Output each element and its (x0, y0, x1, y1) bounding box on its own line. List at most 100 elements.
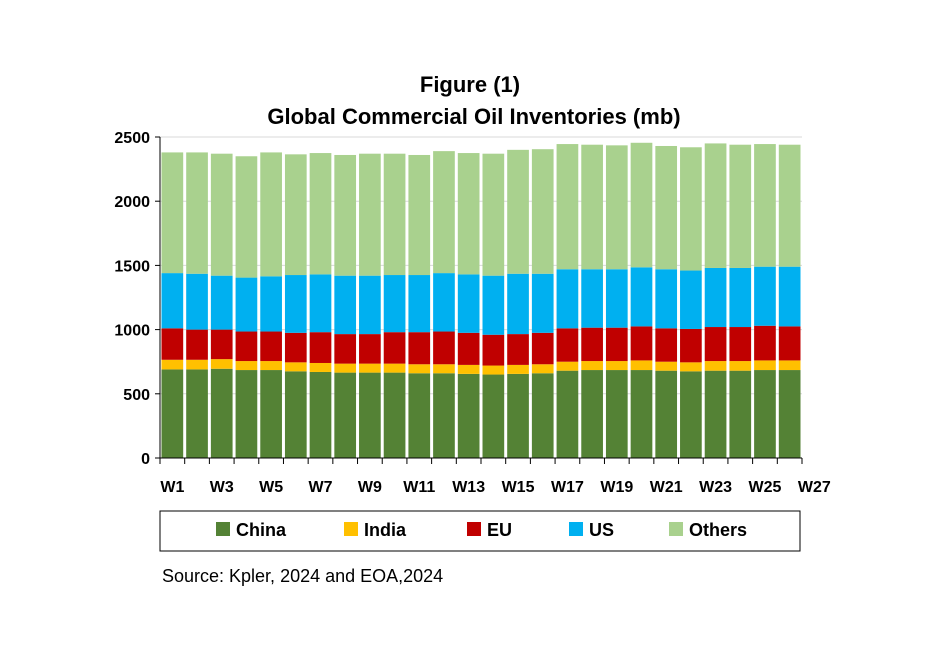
bars (161, 142, 801, 458)
bar-eu-w19 (605, 327, 628, 362)
bar-india-w8 (334, 363, 357, 373)
bar-us-w5 (260, 276, 282, 332)
legend-label-china: China (236, 520, 287, 540)
bar-china-w12 (433, 373, 455, 458)
x-tick-label: W9 (358, 479, 382, 496)
bar-us-w10 (383, 275, 406, 333)
bar-china-w10 (383, 372, 406, 458)
y-tick-label: 2500 (114, 130, 150, 147)
bar-china-w5 (260, 370, 282, 458)
bar-us-w17 (556, 269, 579, 329)
bar-india-w12 (433, 364, 455, 374)
legend-swatch-us (569, 522, 583, 536)
bar-india-w19 (605, 361, 628, 371)
bar-india-w16 (531, 364, 554, 374)
y-tick-labels: 0 500 1000 1500 2000 2500 (114, 130, 150, 468)
bar-eu-w11 (408, 332, 431, 365)
bar-china-w23 (704, 370, 727, 458)
bar-us-w14 (482, 275, 505, 335)
bar-others-w1 (161, 152, 184, 274)
bar-us-w9 (359, 275, 381, 335)
bar-china-w11 (408, 373, 431, 458)
bar-us-w26 (778, 266, 801, 327)
bar-others-w21 (655, 145, 678, 270)
bar-others-w12 (433, 151, 455, 274)
bar-others-w2 (186, 152, 208, 274)
bar-us-w15 (507, 273, 529, 335)
bar-eu-w8 (334, 334, 357, 364)
bar-us-w22 (680, 270, 702, 329)
x-tick-label: W7 (309, 479, 333, 496)
bar-india-w5 (260, 361, 282, 371)
bar-us-w25 (754, 266, 776, 326)
bar-china-w24 (729, 370, 752, 458)
bar-india-w17 (556, 361, 579, 371)
bar-others-w8 (334, 154, 357, 276)
bar-china-w16 (531, 373, 554, 458)
bar-eu-w17 (556, 328, 579, 362)
bar-india-w3 (210, 359, 233, 369)
legend-swatch-others (669, 522, 683, 536)
legend-label-us: US (589, 520, 614, 540)
chart-subtitle: Global Commercial Oil Inventories (mb) (267, 104, 680, 129)
bar-china-w4 (235, 370, 258, 458)
bar-india-w15 (507, 364, 529, 374)
bar-others-w11 (408, 154, 431, 276)
bar-china-w8 (334, 372, 357, 458)
bar-india-w13 (457, 364, 480, 374)
bar-eu-w12 (433, 331, 455, 365)
bar-china-w3 (210, 368, 233, 458)
bar-others-w15 (507, 149, 529, 274)
bar-us-w19 (605, 269, 628, 328)
bar-eu-w22 (680, 328, 702, 363)
x-tick-label: W25 (749, 479, 782, 496)
bar-others-w4 (235, 156, 258, 278)
legend-label-others: Others (689, 520, 747, 540)
bar-others-w18 (581, 144, 603, 270)
bar-china-w15 (507, 373, 529, 458)
legend-label-eu: EU (487, 520, 512, 540)
bar-others-w22 (680, 147, 702, 271)
x-tick-label: W19 (600, 479, 633, 496)
bar-china-w1 (161, 369, 184, 458)
bar-us-w24 (729, 267, 752, 328)
x-tick-label: W27 (798, 479, 831, 496)
bar-india-w2 (186, 359, 208, 370)
bar-us-w12 (433, 273, 455, 332)
bar-china-w18 (581, 370, 603, 458)
bar-eu-w14 (482, 334, 505, 366)
bar-eu-w16 (531, 332, 554, 365)
bar-india-w22 (680, 362, 702, 372)
bar-others-w6 (284, 154, 307, 276)
bar-india-w4 (235, 361, 258, 371)
bar-eu-w4 (235, 331, 258, 362)
bar-others-w17 (556, 144, 579, 270)
x-tick-label: W5 (259, 479, 283, 496)
bar-china-w6 (284, 371, 307, 458)
bar-india-w10 (383, 363, 406, 373)
bar-us-w3 (210, 275, 233, 330)
y-tick-label: 2000 (114, 194, 150, 211)
bar-china-w7 (309, 371, 332, 458)
bar-eu-w13 (457, 332, 480, 365)
bar-others-w5 (260, 152, 282, 277)
x-tick-labels: W1 W3 W5 W7 W9 W11 W13 W15 W17 W19 W21 W23 W25 W27 (160, 479, 831, 496)
chart-title: Figure (1) (420, 72, 520, 97)
bar-others-w13 (457, 153, 480, 275)
bar-others-w23 (704, 143, 727, 268)
bar-eu-w26 (778, 326, 801, 361)
bar-us-w6 (284, 275, 307, 333)
bar-us-w16 (531, 273, 554, 333)
bar-others-w19 (605, 145, 628, 270)
bar-eu-w7 (309, 332, 332, 363)
bar-eu-w20 (630, 326, 653, 361)
legend-swatch-china (216, 522, 230, 536)
bar-eu-w15 (507, 334, 529, 365)
bar-others-w3 (210, 153, 233, 276)
bar-us-w2 (186, 273, 208, 330)
bar-china-w2 (186, 369, 208, 458)
bar-eu-w21 (655, 328, 678, 362)
bar-india-w7 (309, 362, 332, 372)
bar-china-w14 (482, 374, 505, 458)
